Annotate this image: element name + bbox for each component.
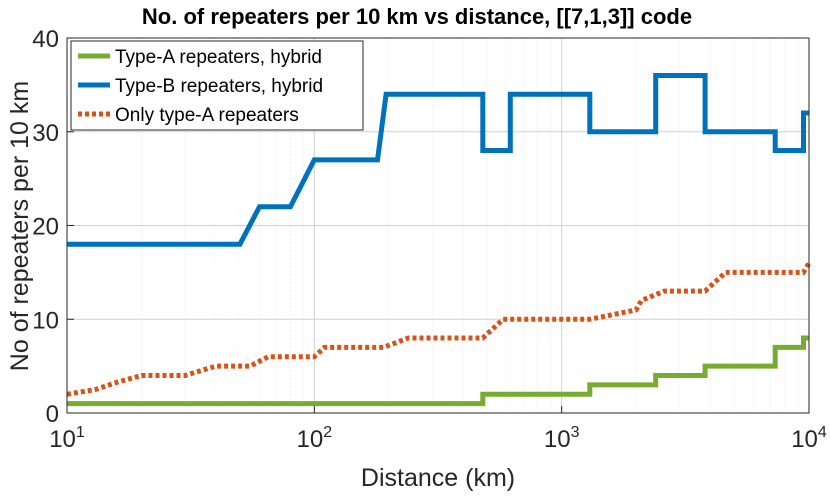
x-tick-label: 102 <box>297 424 333 453</box>
legend-box <box>70 40 364 131</box>
y-tick-label: 40 <box>32 26 59 53</box>
series-line-1 <box>67 335 809 407</box>
y-tick-label: 30 <box>32 120 59 147</box>
x-tick-label: 101 <box>49 424 85 453</box>
series-line-3 <box>66 261 812 397</box>
ticks: 101 102 103 104 0 10 20 30 40 <box>32 26 827 453</box>
x-axis-label: Distance (km) <box>361 464 515 492</box>
legend-label-1: Type-A repeaters, hybrid <box>115 47 322 68</box>
x-tick-label: 103 <box>544 424 580 453</box>
y-axis-label: No of repeaters per 10 km <box>6 81 34 371</box>
y-tick-label: 20 <box>32 214 59 241</box>
y-tick-label: 10 <box>32 307 59 334</box>
legend: Type-A repeaters, hybrid Type-B repeaters… <box>70 40 364 131</box>
x-tick-label: 104 <box>791 424 827 453</box>
chart-title: No. of repeaters per 10 km vs distance, … <box>142 4 692 29</box>
legend-label-2: Type-B repeaters, hybrid <box>115 76 323 97</box>
series-layer <box>66 73 812 407</box>
series-line-2 <box>67 73 809 247</box>
legend-label-3: Only type-A repeaters <box>115 105 299 126</box>
y-tick-label: 0 <box>46 401 59 428</box>
